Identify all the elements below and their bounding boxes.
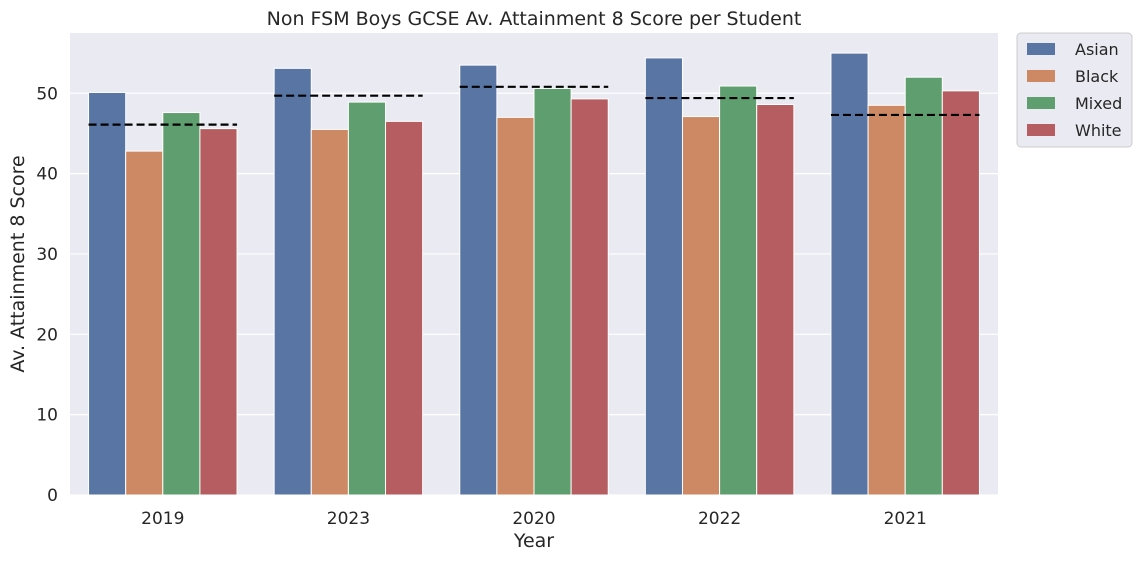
y-tick-label: 0 xyxy=(47,486,58,506)
y-tick-labels: 0 10 20 30 40 50 xyxy=(36,84,58,506)
bar-black-2020 xyxy=(496,116,535,496)
bar-white-2019 xyxy=(199,128,238,496)
x-tick-label: 2021 xyxy=(884,509,927,529)
bar-asian-2021 xyxy=(830,52,869,496)
legend-swatch-black xyxy=(1027,70,1055,82)
y-tick-label: 30 xyxy=(36,245,58,265)
bar-asian-2023 xyxy=(273,67,312,496)
y-tick-label: 10 xyxy=(36,406,58,426)
x-tick-label: 2019 xyxy=(141,509,184,529)
bar-mixed-2022 xyxy=(719,85,758,496)
bars xyxy=(88,52,980,496)
x-tick-label: 2023 xyxy=(327,509,370,529)
bar-mixed-2020 xyxy=(533,87,572,496)
y-tick-label: 50 xyxy=(36,84,58,104)
legend-frame xyxy=(1016,32,1133,148)
bar-black-2021 xyxy=(867,104,906,496)
bar-mixed-2023 xyxy=(347,101,387,496)
bar-white-2023 xyxy=(385,120,424,496)
y-tick-label: 20 xyxy=(36,325,58,345)
bar-white-2021 xyxy=(941,90,980,496)
legend-label-asian: Asian xyxy=(1075,40,1119,59)
bar-white-2020 xyxy=(570,98,609,496)
bar-black-2023 xyxy=(310,128,349,496)
legend-label-mixed: Mixed xyxy=(1075,94,1122,113)
x-tick-labels: 2019 2023 2020 2022 2021 xyxy=(141,509,927,529)
bar-black-2019 xyxy=(125,150,164,496)
legend-swatch-white xyxy=(1027,124,1055,136)
bar-asian-2020 xyxy=(459,64,498,496)
legend-swatch-asian xyxy=(1027,43,1055,55)
x-tick-label: 2020 xyxy=(512,509,555,529)
x-tick-label: 2022 xyxy=(698,509,741,529)
legend-label-black: Black xyxy=(1075,67,1119,86)
bar-mixed-2021 xyxy=(904,76,943,496)
bar-mixed-2019 xyxy=(162,112,201,496)
bar-black-2022 xyxy=(681,116,721,496)
chart-title: Non FSM Boys GCSE Av. Attainment 8 Score… xyxy=(267,8,802,30)
reference-lines xyxy=(88,85,980,126)
x-axis-title: Year xyxy=(513,530,554,552)
bar-asian-2022 xyxy=(644,57,683,496)
bar-asian-2019 xyxy=(88,91,127,496)
bar-white-2022 xyxy=(756,104,795,496)
legend-label-white: White xyxy=(1075,121,1122,140)
legend-swatch-mixed xyxy=(1027,97,1055,109)
legend: Asian Black Mixed White xyxy=(1016,32,1133,148)
y-axis-title: Av. Attainment 8 Score xyxy=(7,155,29,372)
y-tick-label: 40 xyxy=(36,165,58,185)
